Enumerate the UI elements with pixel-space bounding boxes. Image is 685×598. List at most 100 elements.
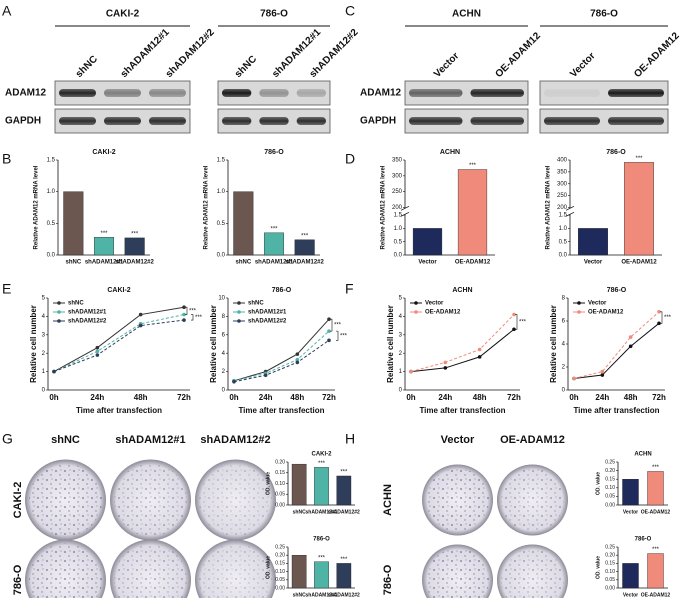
y-tick-label: 10 [218,296,225,302]
x-tick-label: shADAM12#2 [328,592,360,598]
plate-column-label: Vector [441,434,475,446]
y-axis-label: Relative cell number [209,305,218,383]
y-tick-label: 0.00 [275,502,285,508]
y-tick-label: 350 [557,169,568,175]
y-tick-label: 0.00 [605,585,615,591]
colonies [426,468,489,532]
y-tick-label: 0 [562,388,566,394]
x-tick-label: Vector [623,592,638,598]
panel-letter: F [345,281,354,297]
blot-band [149,117,186,125]
y-tick-label: 0.25 [605,459,615,465]
x-tick-label: shADAM12#2 [328,509,360,515]
y-tick-label: 0.05 [605,494,615,500]
y-tick-label: 0.20 [605,553,615,559]
y-tick-label: 0.5 [47,221,56,227]
point [95,349,100,354]
x-tick-label: Vector [584,260,603,266]
chart-title: CAKI-2 [107,287,130,294]
significance: *** [131,231,139,237]
blot-row-label: ADAM12 [360,88,402,99]
blot-row-label: GAPDH [5,116,41,127]
bracket [185,306,188,315]
point [295,360,300,365]
plate-column-label: OE-ADAM12 [500,434,565,446]
y-tick-label: 200 [392,205,403,211]
x-tick-label: 0h [229,393,238,402]
chart-title: 786-O [635,537,652,543]
line [573,322,660,379]
axis-break [401,208,495,215]
y-tick-label: 0.0 [394,253,403,259]
y-tick-label: 0.05 [275,492,285,498]
x-tick-label: 0h [49,393,58,402]
line [53,306,185,373]
x-tick-label: 72h [652,393,666,402]
bar [263,232,285,256]
x-tick-label: 0h [406,393,415,402]
point [628,335,633,339]
bar [314,561,329,589]
point [443,366,448,370]
y-tick-label: 0.5 [394,239,403,245]
legend-marker [237,301,241,305]
x-tick-label: shADAM12#2 [115,260,154,266]
break-mark [400,205,410,211]
blot-band [608,117,664,125]
colonies [114,463,187,537]
legend-label: shADAM12#2 [68,319,107,325]
panel-letter: D [345,151,355,167]
point [295,357,300,362]
x-tick-label: OE-ADAM12 [621,260,657,266]
point [600,373,605,377]
y-tick-label: 0.10 [275,481,285,487]
point [512,312,516,317]
legend-marker [577,310,581,314]
y-tick-label: 350 [392,158,403,164]
y-tick-label: 0.10 [605,569,615,575]
legend-label: shNC [248,301,264,307]
y-axis-label: Relative ADAM12 mRNA level [204,165,210,249]
blot-band [259,89,289,97]
y-tick-label: 0.10 [275,569,285,575]
chart-title: ACHN [440,149,460,156]
y-tick-label: 1 [42,369,46,375]
blot-band [296,89,326,97]
bar [291,463,307,506]
x-tick-label: 48h [473,393,487,402]
x-axis-label: Time after transfection [238,406,324,415]
y-tick-label: 5 [42,296,46,302]
x-axis-label: Time after transfection [76,406,162,415]
bar [336,563,352,589]
bar [578,228,608,256]
plate-row-label: 786-O [382,564,394,595]
x-tick-label: shADAM12#1 [85,260,124,266]
y-tick-label: 0.20 [275,459,285,465]
bar [412,228,443,256]
point [232,379,236,384]
x-tick-label: shNC [65,260,81,266]
line [233,318,330,382]
chart-title: 786-O [607,287,627,294]
break-mark [400,211,410,217]
y-tick-label: 4 [222,351,226,357]
y-tick-label: 1.5 [217,158,226,164]
point [295,352,300,356]
y-tick-label: 250 [557,193,568,199]
x-tick-label: shNC [235,260,251,266]
x-tick-label: 72h [177,393,191,402]
bar [647,553,664,589]
point [182,318,186,322]
y-tick-label: 300 [392,173,403,179]
chart-title: 786-O [272,287,292,294]
x-tick-label: 24h [90,393,104,402]
x-tick-label: 72h [322,393,336,402]
x-tick-label: shNC [293,509,306,515]
point [628,344,633,349]
legend-label: Vector [588,301,607,307]
bar [314,467,329,506]
blot-band [222,117,252,125]
blot-band [59,89,96,97]
y-axis-label: OD. value [265,556,271,579]
